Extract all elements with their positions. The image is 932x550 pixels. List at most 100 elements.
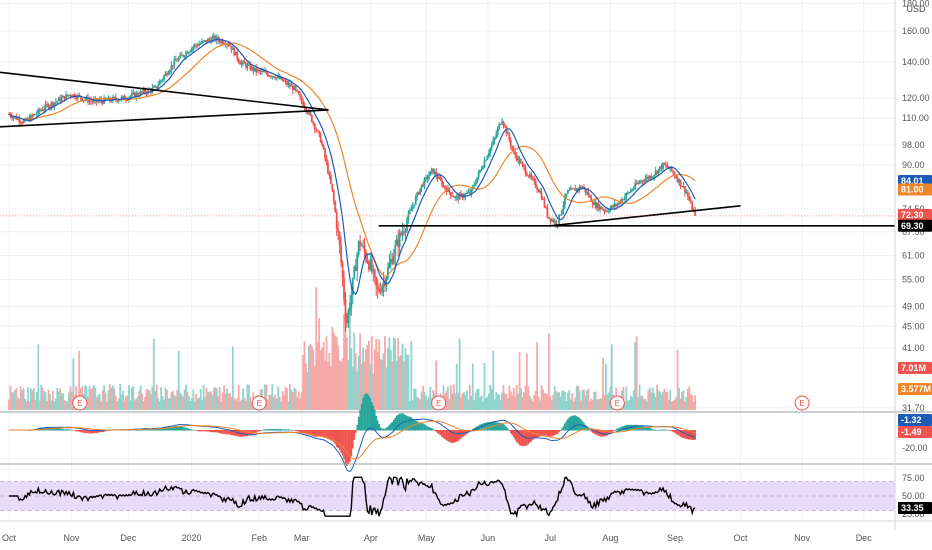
candle-body xyxy=(650,175,653,179)
volume-bar xyxy=(16,397,19,410)
macd-histogram-bar xyxy=(565,420,568,431)
earnings-marker[interactable]: E xyxy=(72,395,88,411)
candle-body xyxy=(675,176,678,179)
macd-histogram-bar xyxy=(470,430,473,431)
price-tick-label: 67.50 xyxy=(902,227,925,237)
volume-bar xyxy=(398,356,401,410)
candle-body xyxy=(672,170,675,174)
volume-bar xyxy=(154,391,157,410)
macd-histogram-bar xyxy=(545,430,547,436)
candle-body xyxy=(417,192,420,195)
macd-histogram-bar xyxy=(425,425,427,431)
macd-histogram-bar xyxy=(150,429,152,431)
volume-bar xyxy=(59,388,62,410)
volume-bar xyxy=(167,398,170,410)
candle-body xyxy=(300,96,303,102)
volume-bar xyxy=(195,393,198,410)
earnings-marker[interactable]: E xyxy=(431,395,447,411)
volume-bar xyxy=(394,338,397,410)
volume-bar xyxy=(214,387,217,410)
candle-body xyxy=(288,83,291,87)
volume-bar xyxy=(471,363,474,410)
macd-histogram-bar xyxy=(670,430,673,432)
time-tick-label: Aug xyxy=(602,533,618,543)
candle-body xyxy=(539,191,541,193)
macd-histogram-bar xyxy=(514,430,516,440)
macd-histogram-bar xyxy=(349,430,351,462)
candle-body xyxy=(584,187,587,193)
macd-histogram-bar xyxy=(324,430,326,437)
volume-bar xyxy=(223,385,225,410)
volume-bar xyxy=(360,363,363,410)
candle-body xyxy=(407,213,410,221)
candle-body xyxy=(433,171,436,174)
candle-body xyxy=(287,83,290,85)
volume-bar xyxy=(234,400,237,410)
volume-bar xyxy=(509,391,512,410)
macd-histogram-bar xyxy=(615,429,617,431)
earnings-marker[interactable]: E xyxy=(609,395,625,411)
volume-bar xyxy=(243,397,246,410)
macd-histogram-bar xyxy=(63,429,66,431)
candle-body xyxy=(581,186,584,189)
candle-body xyxy=(158,81,161,86)
volume-bar xyxy=(24,398,26,410)
grid-lines xyxy=(0,0,895,520)
volume-bar xyxy=(512,387,515,410)
volume-bar xyxy=(681,391,683,410)
candle-body xyxy=(610,205,613,209)
volume-bar xyxy=(272,397,275,410)
macd-histogram-bar xyxy=(201,430,203,432)
volume-bar xyxy=(650,392,653,410)
volume-bar xyxy=(498,394,501,410)
earnings-marker[interactable]: E xyxy=(794,395,810,411)
volume-bar xyxy=(125,396,127,410)
volume-bar xyxy=(692,401,695,410)
candle-body xyxy=(264,71,266,73)
volume-bar xyxy=(477,388,480,410)
volume-bar xyxy=(328,352,331,410)
earnings-marker[interactable]: E xyxy=(251,395,267,411)
candle-body xyxy=(438,177,441,179)
candle-body xyxy=(310,114,313,122)
volume-bar xyxy=(286,388,288,410)
volume-bar xyxy=(580,400,582,410)
volume-bar xyxy=(344,314,347,410)
volume-bar xyxy=(392,337,395,410)
macd-histogram-bar xyxy=(65,429,67,431)
macd-histogram-bar xyxy=(357,416,360,431)
macd-histogram-bar xyxy=(290,429,293,431)
volume-bar xyxy=(423,392,426,410)
volume-bar xyxy=(158,401,161,410)
candle-body xyxy=(631,189,634,191)
earnings-circle xyxy=(609,395,625,411)
volume-bar xyxy=(161,396,164,410)
volume-bar xyxy=(422,385,424,410)
candle-body xyxy=(214,35,217,41)
macd-histogram-bar xyxy=(242,430,244,437)
candle-body xyxy=(458,193,461,200)
volume-bar xyxy=(250,401,253,410)
macd-histogram-bar xyxy=(147,428,149,431)
macd-histogram-bar xyxy=(161,428,164,431)
volume-bar xyxy=(296,397,299,410)
macd-histogram-bar xyxy=(548,430,550,437)
volume-bar xyxy=(69,386,72,410)
volume-bar xyxy=(629,395,632,410)
macd-histogram-bar xyxy=(198,430,200,432)
candle-body xyxy=(606,210,609,212)
slow-ma-price-badge-text: 81.00 xyxy=(901,184,924,194)
candle-body xyxy=(267,73,269,77)
macd-histogram-bar xyxy=(318,430,320,437)
candle-body xyxy=(129,96,132,98)
volume-bar xyxy=(211,394,214,410)
macd-histogram-bar xyxy=(508,430,511,431)
candle-body xyxy=(625,193,628,197)
candle-body xyxy=(451,195,454,197)
volume-bar xyxy=(666,391,669,410)
candle-body xyxy=(57,97,60,102)
volume-bar xyxy=(401,343,404,410)
macd-histogram-bar xyxy=(589,429,591,431)
candle-body xyxy=(647,176,650,179)
